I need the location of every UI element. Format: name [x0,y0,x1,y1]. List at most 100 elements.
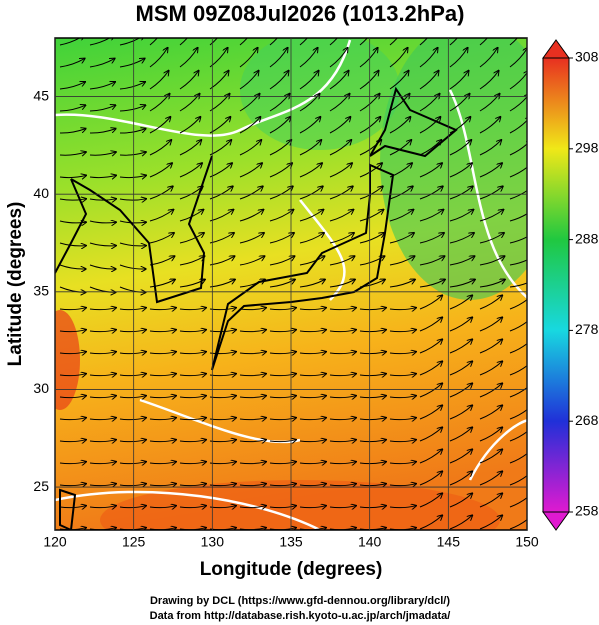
streamline [239,308,266,310]
streamline [59,221,86,223]
streamline [449,233,474,244]
streamline [269,48,288,68]
streamline [89,175,116,177]
streamline [389,418,416,420]
streamline [449,48,468,68]
streamline [419,140,441,156]
streamline [419,94,440,112]
streamline [89,38,114,46]
streamline [269,462,296,464]
streamline [329,233,354,244]
streamline [479,317,502,332]
streamline [389,186,413,200]
streamline [449,339,472,354]
streamline [179,440,206,442]
streamline [299,186,323,200]
x-tick-label: 130 [201,534,225,550]
streamline [419,71,439,90]
streamline [389,163,412,178]
streamline [89,286,115,292]
streamline [329,71,349,90]
streamline [359,256,384,266]
streamline [509,236,527,244]
streamline [89,199,116,200]
streamline [479,493,502,508]
streamline [359,140,381,156]
streamline [89,264,116,269]
streamline [179,140,201,156]
streamline [389,374,416,376]
streamline [119,374,146,376]
streamline [419,449,442,464]
streamline [329,352,356,354]
streamline [59,38,84,46]
streamline [449,317,472,332]
streamline [419,515,442,530]
streamline [449,515,472,530]
streamline [329,506,356,508]
streamline [479,210,503,222]
streamline [119,38,144,46]
streamline [149,396,176,398]
y-axis-label: Latitude (degrees) [5,202,26,367]
streamline [239,117,260,134]
streamline [479,361,502,376]
streamline [149,506,176,508]
streamline [179,256,204,266]
streamline [299,279,325,288]
streamline [329,462,356,464]
y-tick-label: 45 [33,87,49,103]
colorbar-tick-label: 298 [575,140,599,156]
streamline [179,233,204,244]
streamline [149,140,171,156]
streamline [119,308,146,310]
streamline [359,484,386,486]
streamline [329,330,356,332]
streamline [239,418,266,420]
streamline [269,279,295,288]
streamline [59,462,86,464]
streamline [359,163,382,178]
streamline [59,440,86,442]
streamline [269,396,296,398]
streamline [419,233,444,244]
streamline [269,418,296,420]
streamline [329,308,356,310]
streamline [299,440,326,442]
streamline [389,117,410,134]
streamline [179,117,200,134]
streamline [389,71,409,90]
streamline [269,308,296,310]
streamline [179,418,206,420]
streamline [179,48,198,68]
streamline [119,105,145,112]
streamline [59,82,85,90]
streamline [359,462,386,464]
y-tick-label: 40 [33,185,49,201]
streamline [119,59,145,68]
streamline [389,233,414,244]
streamline [59,352,86,354]
streamline [269,71,289,90]
streamline [389,256,414,266]
streamline [419,295,442,310]
streamline [299,210,323,222]
streamline [299,117,320,134]
streamline [179,210,203,222]
streamline [509,186,527,200]
streamline [119,484,146,486]
streamline [419,471,442,486]
x-tick-label: 135 [279,534,303,550]
streamline [89,506,116,508]
streamline [239,210,263,222]
streamline [329,38,338,46]
streamline [359,279,385,288]
streamline [59,199,86,200]
streamline [239,462,266,464]
streamline [359,210,383,222]
streamline [419,383,442,398]
x-tick-label: 125 [122,534,146,550]
streamline [239,484,266,486]
streamline [359,418,386,420]
streamline [269,440,296,442]
